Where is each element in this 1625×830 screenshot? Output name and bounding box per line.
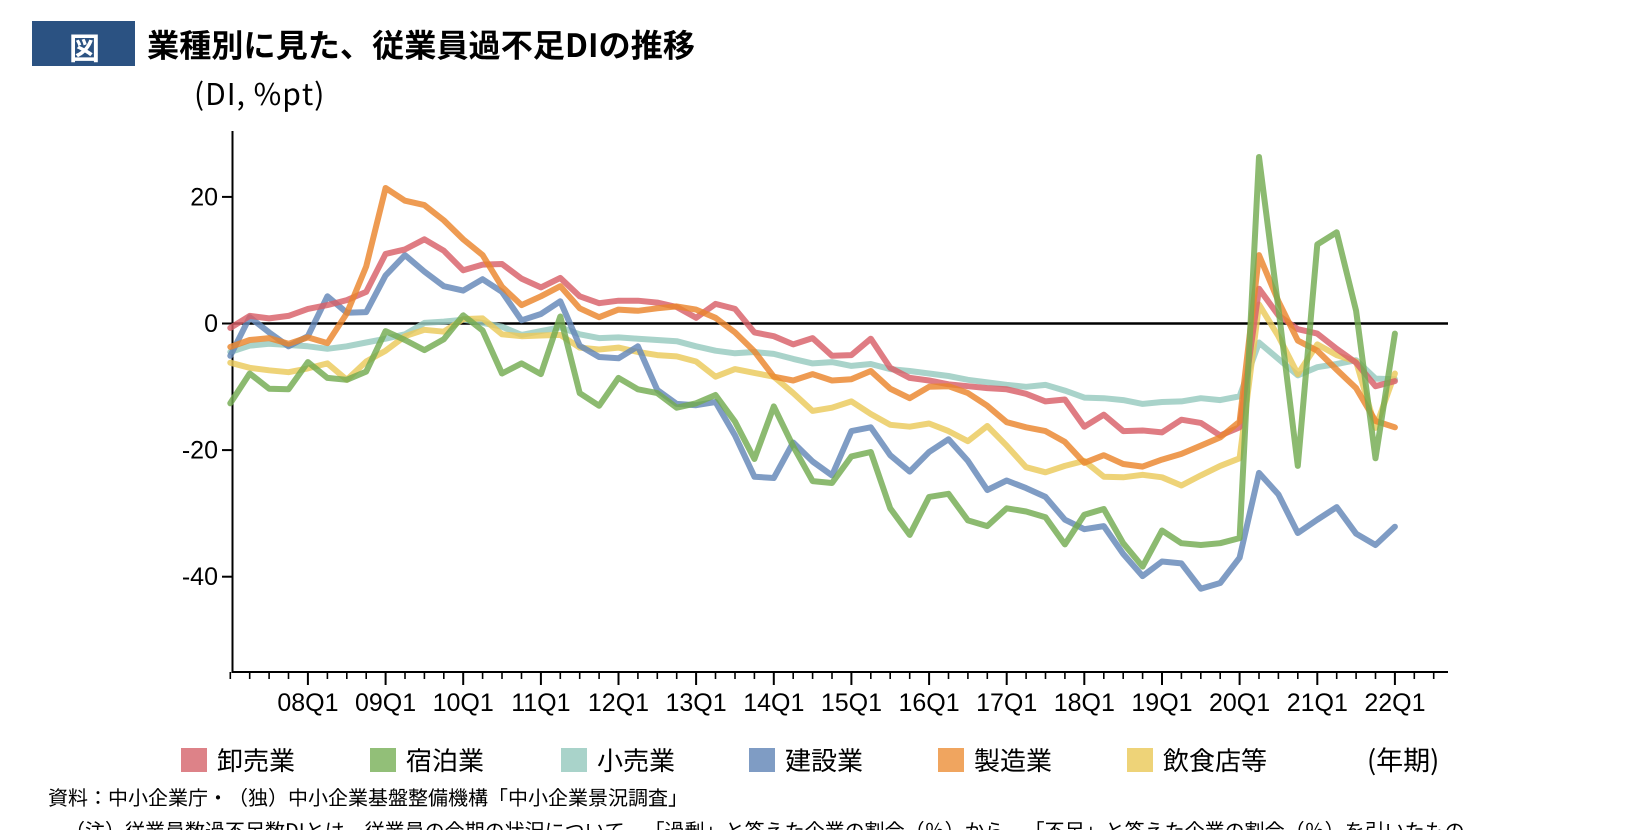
svg-text:20: 20 [190, 183, 218, 211]
svg-text:13Q1: 13Q1 [666, 689, 727, 717]
svg-text:18Q1: 18Q1 [1054, 689, 1115, 717]
svg-text:10Q1: 10Q1 [433, 689, 494, 717]
svg-text:08Q1: 08Q1 [277, 689, 338, 717]
svg-text:16Q1: 16Q1 [899, 689, 960, 717]
svg-text:17Q1: 17Q1 [976, 689, 1037, 717]
svg-text:19Q1: 19Q1 [1131, 689, 1192, 717]
svg-text:09Q1: 09Q1 [355, 689, 416, 717]
svg-text:0: 0 [204, 310, 218, 338]
svg-text:15Q1: 15Q1 [821, 689, 882, 717]
svg-text:-20: -20 [182, 437, 218, 465]
svg-text:-40: -40 [182, 563, 218, 591]
svg-text:12Q1: 12Q1 [588, 689, 649, 717]
svg-text:22Q1: 22Q1 [1364, 689, 1425, 717]
svg-text:11Q1: 11Q1 [511, 689, 570, 717]
svg-text:14Q1: 14Q1 [743, 689, 804, 717]
svg-text:20Q1: 20Q1 [1209, 689, 1270, 717]
svg-text:21Q1: 21Q1 [1287, 689, 1348, 717]
